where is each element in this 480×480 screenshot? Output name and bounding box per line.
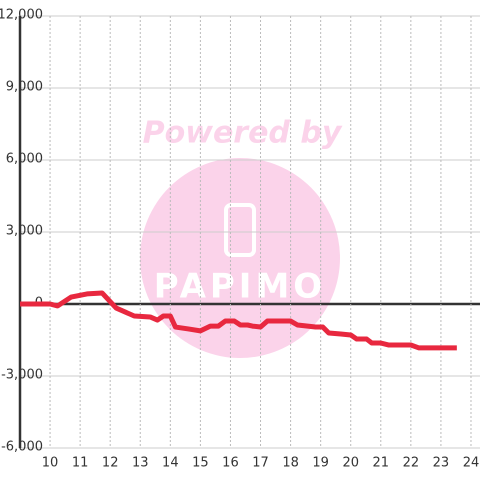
x-tick-label: 22 bbox=[403, 456, 420, 471]
y-tick-label: 6,000 bbox=[6, 152, 43, 167]
x-tick-label: 14 bbox=[162, 456, 179, 471]
y-tick-label: 12,000 bbox=[0, 8, 43, 23]
x-tick-label: 12 bbox=[102, 456, 119, 471]
x-tick-label: 19 bbox=[312, 456, 329, 471]
watermark-circle bbox=[140, 158, 340, 358]
y-tick-label: -3,000 bbox=[1, 368, 43, 383]
x-tick-label: 20 bbox=[342, 456, 359, 471]
line bbox=[20, 290, 457, 351]
x-tick-label: 18 bbox=[282, 456, 299, 471]
x-tick-label: 17 bbox=[252, 456, 269, 471]
watermark-logo: PAPIMO bbox=[154, 267, 326, 307]
x-tick-label: 21 bbox=[373, 456, 390, 471]
y-tick-label: 3,000 bbox=[6, 224, 43, 239]
watermark-icon bbox=[224, 203, 256, 257]
watermark: Powered by PAPIMO bbox=[140, 116, 343, 358]
x-tick-label: 15 bbox=[192, 456, 209, 471]
x-tick-label: 23 bbox=[433, 456, 450, 471]
x-tick-label: 11 bbox=[72, 456, 89, 471]
x-tick-label: 10 bbox=[42, 456, 59, 471]
plot bbox=[20, 290, 457, 351]
watermark-text: Powered by bbox=[143, 116, 343, 151]
y-tick-label: 9,000 bbox=[6, 80, 43, 95]
x-tick-label: 24 bbox=[463, 456, 480, 471]
x-tick-label: 16 bbox=[222, 456, 239, 471]
x-tick-label: 13 bbox=[132, 456, 149, 471]
y-tick-label: -6,000 bbox=[1, 440, 43, 455]
